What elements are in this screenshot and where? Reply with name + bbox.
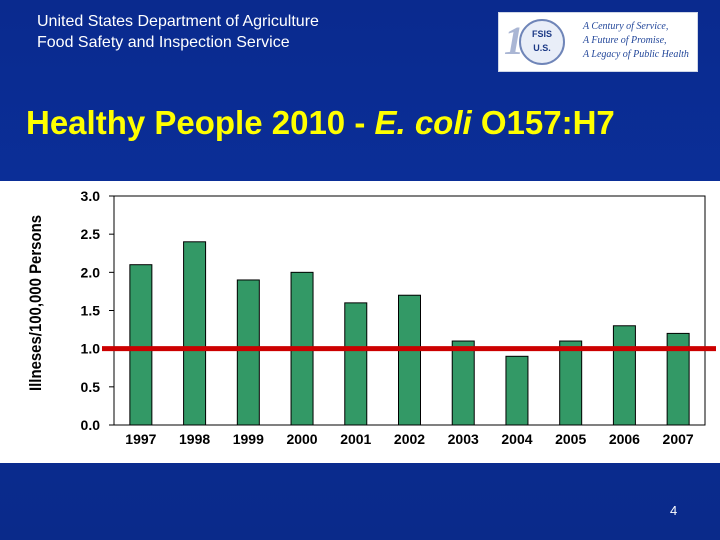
ecoli-bar-chart: Illneses/100,000 Persons 3.0 2.5 2.0 1.5 1.0…: [26, 188, 716, 447]
x-tick-label: 2005: [555, 431, 586, 447]
slide-title-suffix: O157:H7: [471, 104, 615, 141]
chart-panel: Illneses/100,000 Persons 3.0 2.5 2.0 1.5 1.0…: [0, 181, 720, 463]
seal-text-top: FSIS: [531, 29, 552, 39]
x-tick-label: 2004: [501, 431, 532, 447]
x-tick-label: 2000: [286, 431, 317, 447]
agency-line-usda: United States Department of Agriculture: [37, 13, 319, 30]
x-tick-label: 1999: [233, 431, 264, 447]
logo-motto: A Century of Service, A Future of Promis…: [583, 20, 689, 62]
agency-line-fsis: Food Safety and Inspection Service: [37, 34, 290, 51]
slide-title-prefix: Healthy People 2010 -: [26, 104, 375, 141]
motto-line: A Legacy of Public Health: [583, 49, 689, 60]
x-tick-label: 2001: [340, 431, 371, 447]
page-number: 4: [670, 503, 678, 518]
motto-line: A Future of Promise,: [583, 35, 667, 46]
y-tick-label: 0.0: [81, 417, 101, 433]
y-tick-label: 1.0: [81, 341, 101, 357]
bar: [183, 241, 207, 426]
bar: [559, 340, 583, 426]
x-tick-label: 1998: [179, 431, 210, 447]
bar: [236, 279, 260, 426]
y-tick-label: 0.5: [81, 379, 101, 395]
y-tick-label: 2.0: [81, 264, 101, 280]
y-tick-label: 3.0: [81, 188, 101, 204]
bar: [612, 325, 636, 426]
x-tick-label: 2007: [663, 431, 694, 447]
bar: [344, 302, 368, 426]
fsis-seal-icon: FSIS U.S.: [519, 19, 565, 65]
bar: [505, 355, 529, 426]
bar: [129, 264, 153, 426]
y-axis-label: Illneses/100,000 Persons: [26, 215, 45, 391]
x-tick-label: 2003: [448, 431, 479, 447]
seal-text-mid: U.S.: [533, 43, 551, 53]
x-tick-label: 1997: [125, 431, 156, 447]
motto-line: A Century of Service,: [583, 21, 669, 32]
agency-name: United States Department of Agriculture …: [37, 11, 319, 53]
bar: [451, 340, 475, 426]
slide-title-italic: E. coli: [374, 104, 472, 141]
y-tick-label: 1.5: [81, 303, 101, 319]
y-tick-label: 2.5: [81, 226, 101, 242]
bar: [398, 294, 421, 426]
x-tick-label: 2006: [609, 431, 640, 447]
bar: [666, 332, 690, 426]
x-tick-label: 2002: [394, 431, 425, 447]
slide-title: Healthy People 2010 - E. coli O157:H7: [26, 104, 615, 142]
fsis-centennial-logo: 100 FSIS U.S. A Century of Service, A Fu…: [498, 12, 698, 72]
